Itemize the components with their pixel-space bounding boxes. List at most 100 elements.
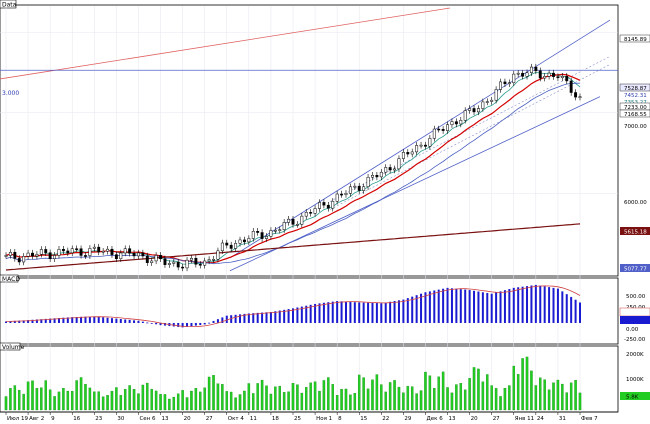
candle-body [556,76,560,79]
time-axis: Июл 19 Авг 2 9 16 23 30 Сен 6 13 20 27 Окт 4 11 18 25… [5,412,598,422]
ma-medium-line [5,73,581,264]
volume-bar [238,394,242,411]
macd-bar [375,303,378,323]
volume-bar [154,390,158,411]
candle-body [212,259,215,261]
volume-bar [62,388,65,411]
time-label: 13 [162,416,169,422]
volume-bar [287,391,290,411]
macd-bar [141,321,144,323]
volume-bar [503,388,507,411]
macd-bar [327,302,330,323]
volume-bar [521,358,524,411]
candle-body [481,101,485,109]
macd-bar [384,302,387,323]
time-label: 30 [117,416,124,422]
volume-bar [137,393,140,411]
time-label: 24 [537,416,544,422]
candle-body [35,254,39,257]
volume-bar [282,392,286,411]
macd-bar [508,289,511,323]
volume-bar [265,385,268,411]
macd-bar [367,302,370,323]
candle-body [154,255,158,262]
macd-bar [433,290,436,323]
volume-bar [97,391,100,411]
candle-body [110,248,114,255]
volume-bar [397,386,401,411]
macd-bar [53,318,56,323]
volume-bar [380,384,383,411]
candle-body [437,128,441,131]
macd-bar [84,316,87,323]
macd-bar [252,313,255,323]
macd-bar [203,322,206,325]
candle-body [357,185,361,191]
macd-bar [468,290,471,323]
volume-bar [530,370,533,411]
macd-bar [570,296,573,323]
macd-bar [561,291,564,323]
macd-bar [212,320,215,323]
volume-bar [150,388,153,411]
macd-bar [146,322,149,324]
macd-bar [31,319,34,323]
macd-bar [221,317,224,323]
candle-body [234,243,238,249]
candle-body [53,255,57,259]
volume-pane-title: Volume [2,344,25,351]
candle-body [472,108,476,113]
macd-bar [455,288,458,323]
candle-body [397,158,401,170]
macd-bar [66,317,69,323]
macd-bar [110,318,113,323]
macd-bar [437,289,440,323]
price-candles [4,63,582,272]
candle-body [454,121,458,125]
volume-bar [494,388,498,411]
volume-bar [207,376,211,411]
macd-bar [530,285,533,323]
macd-bar [464,289,467,323]
macd-bar [442,288,445,323]
macd-bar [331,301,334,323]
price-pane-title: Data [2,2,17,9]
candle-body [194,257,198,265]
candle-body [538,70,542,79]
macd-bar [371,302,374,323]
candle-body [141,252,145,257]
volume-bar [93,391,96,411]
candle-body [344,193,348,195]
volume-bar [199,391,202,411]
volume-bar [556,379,560,411]
candle-body [322,202,326,206]
candle-body [101,251,105,253]
candle-body [340,193,344,196]
volume-bar [26,381,30,411]
candle-body [419,144,423,147]
macd-bar [119,319,122,323]
volume-bar [335,395,339,411]
candle-body [565,76,569,82]
volume-bar [75,380,78,411]
volume-bar [44,380,47,411]
macd-bar [406,298,409,323]
volume-bar [327,377,330,411]
volume-bar [132,389,136,411]
volume-bar [304,387,308,411]
candle-body [384,167,388,173]
candle-body [189,257,193,261]
volume-bar [212,375,215,411]
macd-bar [305,305,308,323]
volume-bar [486,374,489,411]
candle-body [494,89,498,101]
ma-longterm-line [5,223,581,271]
volume-bar [141,384,145,411]
volume-bar [296,384,299,411]
time-label: 23 [95,416,102,422]
macd-bar [97,316,100,323]
price-label-7528: 7528.87 [624,86,647,92]
price-label-5077: 5077.77 [624,267,647,273]
candle-body [167,263,171,265]
volume-axis: 2000K 1000K 5.8K [620,352,650,401]
